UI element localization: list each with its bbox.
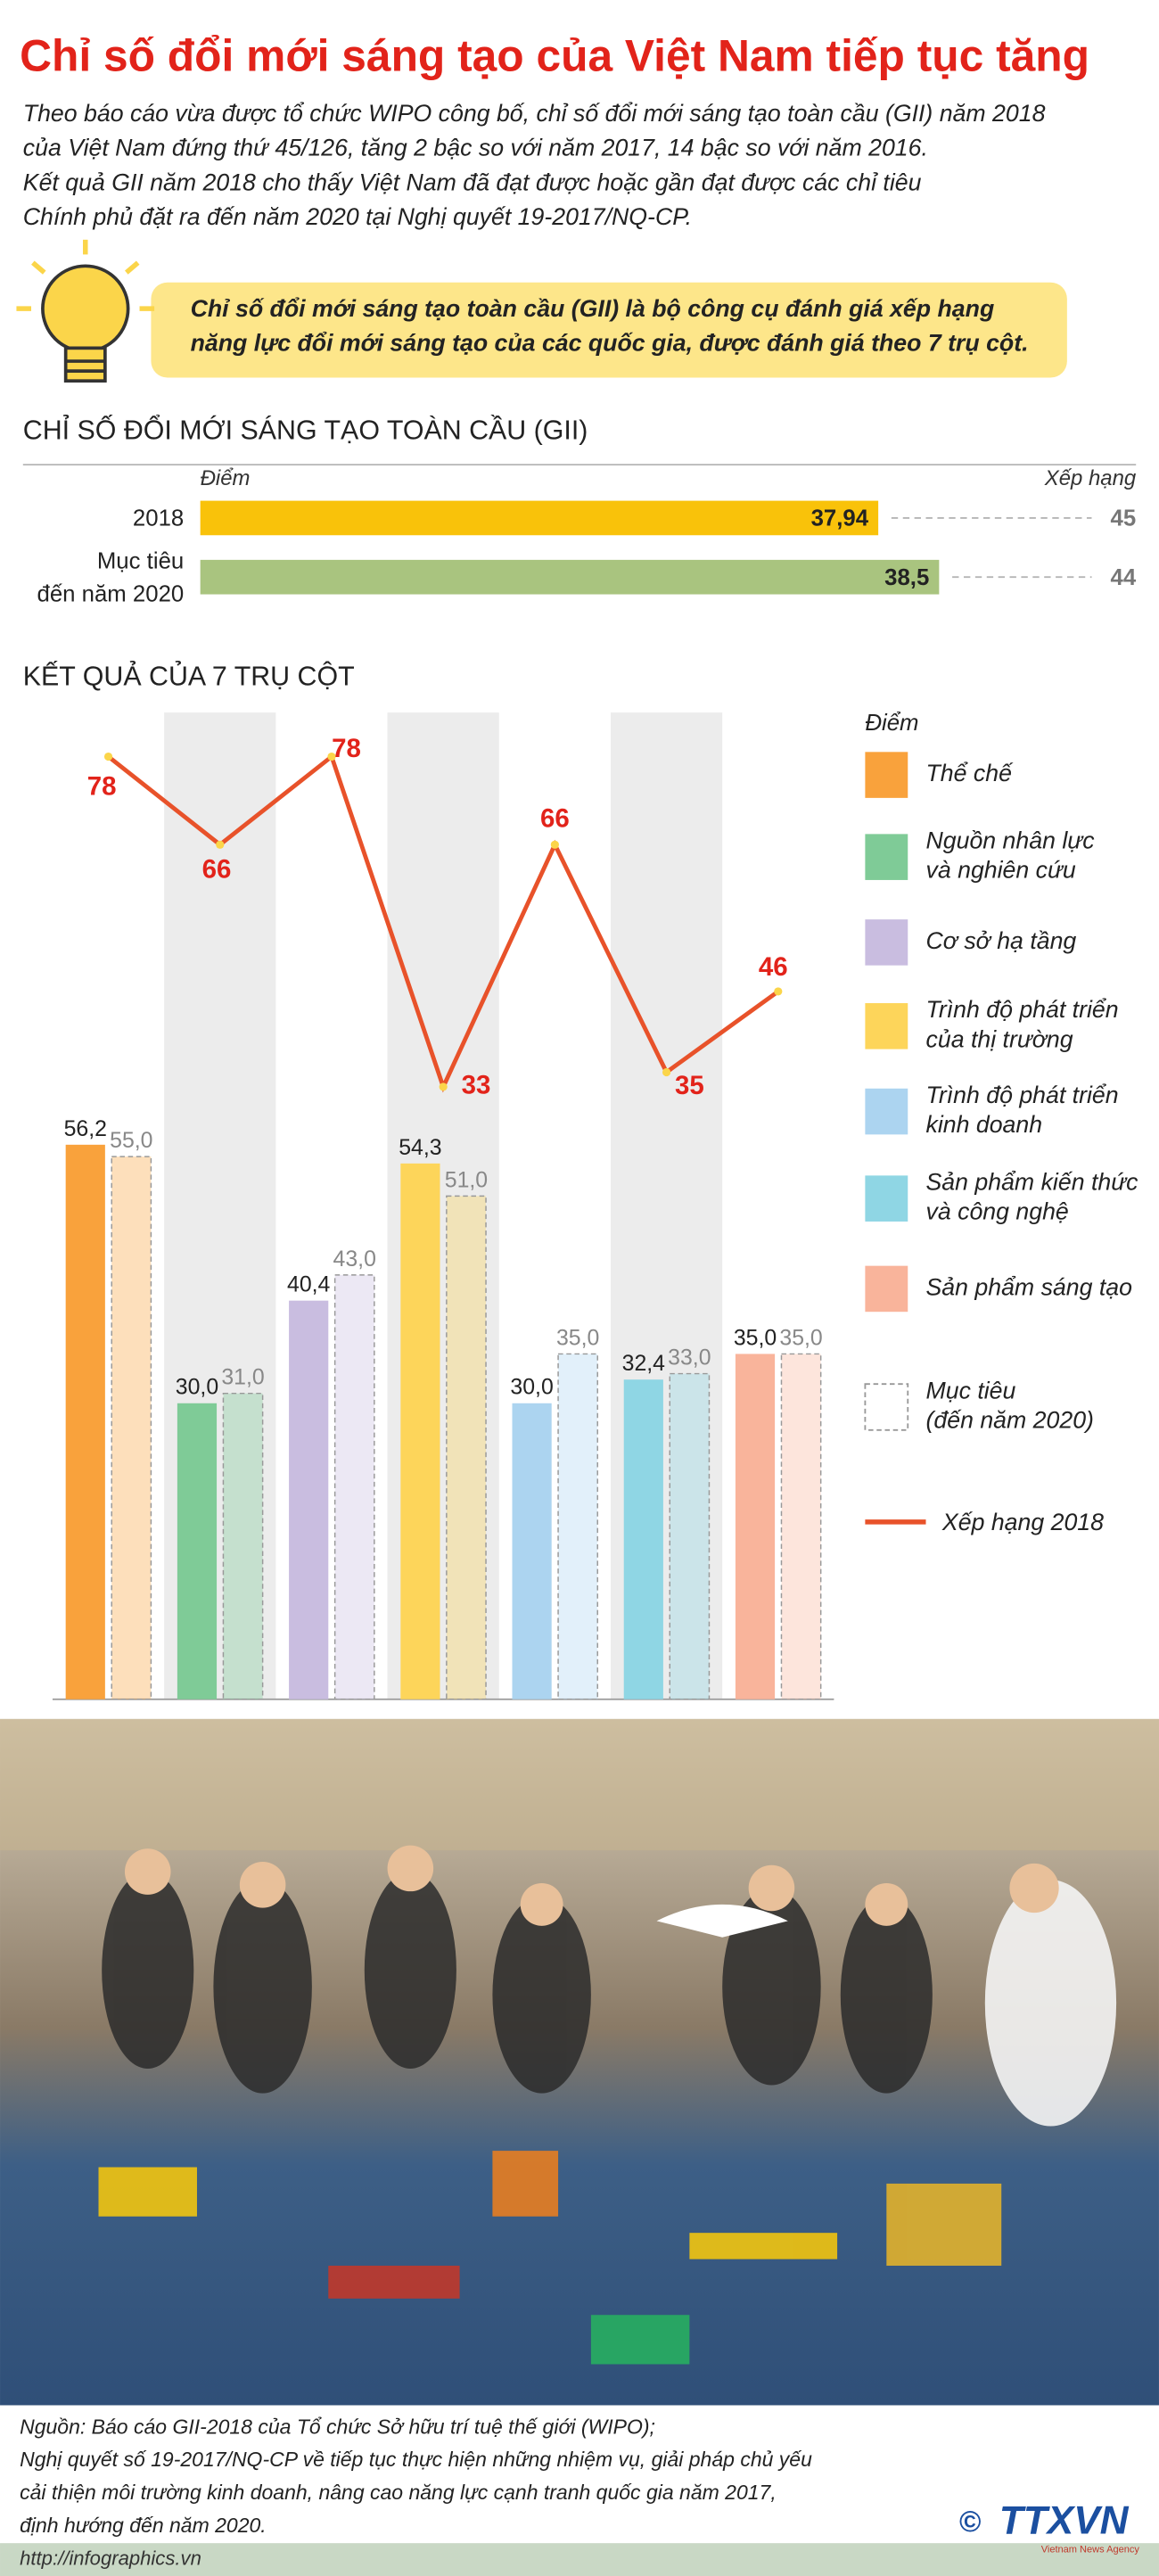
- footer-url: http://infographics.vn: [20, 2547, 201, 2569]
- intro-line: Theo báo cáo vừa được tổ chức WIPO công …: [23, 100, 1046, 127]
- value-label: 40,4: [287, 1273, 331, 1297]
- target-value-label: 35,0: [556, 1326, 599, 1350]
- legend-label: Trình độ phát triển của thị trường: [926, 996, 1119, 1052]
- target-value-label: 31,0: [221, 1366, 264, 1390]
- legend-swatch: [865, 1265, 908, 1313]
- bar: [735, 1354, 776, 1700]
- callout-line: năng lực đổi mới sáng tạo của các quốc g…: [191, 330, 1029, 357]
- intro-line: Kết quả GII năm 2018 cho thấy Việt Nam đ…: [23, 169, 922, 195]
- legend-label: Sản phẩm kiến thức và công nghệ: [926, 1169, 1139, 1225]
- target-value-label: 51,0: [445, 1168, 488, 1192]
- target-value-label: 33,0: [668, 1346, 711, 1370]
- rank-point: [103, 752, 113, 761]
- value-label: 35,0: [734, 1326, 777, 1350]
- rank-value: 44: [1111, 565, 1137, 590]
- rank-label: 46: [759, 952, 788, 982]
- legend-label: Thể chế: [926, 760, 1015, 786]
- gray-stripes: [164, 712, 723, 1700]
- legend-swatch: [865, 919, 908, 966]
- rank-label: 33: [462, 1071, 491, 1100]
- bar: [200, 500, 879, 536]
- target-value-label: 35,0: [779, 1326, 822, 1350]
- target-bar: [222, 1392, 264, 1700]
- value-label: 37,94: [811, 506, 869, 531]
- chart-title: KẾT QUẢ CỦA 7 TRỤ CỘT: [23, 661, 355, 691]
- rank-point: [327, 752, 336, 761]
- bar: [200, 559, 940, 595]
- legend-swatch: [865, 1003, 908, 1049]
- bar: [512, 1403, 552, 1700]
- category-label: 2018: [133, 506, 184, 531]
- lightbulb-icon: [16, 239, 1067, 383]
- legend-swatch: [865, 834, 908, 880]
- target-value-label: 43,0: [333, 1247, 376, 1272]
- rank-label: 35: [675, 1071, 704, 1100]
- target-bar: [446, 1195, 487, 1700]
- legend-title: Điểm: [865, 711, 918, 736]
- source-line: Nghị quyết số 19-2017/NQ-CP về tiếp tục …: [20, 2448, 812, 2471]
- value-label: 56,2: [64, 1117, 107, 1141]
- photo: [0, 1718, 1159, 2406]
- target-bar: [557, 1353, 598, 1700]
- target-bar: [669, 1372, 711, 1700]
- value-label: 30,0: [510, 1376, 553, 1400]
- value-label: 38,5: [884, 565, 929, 590]
- agency: Vietnam News Agency: [1041, 2544, 1140, 2555]
- legend-label: Cơ sở hạ tầng: [926, 927, 1077, 954]
- rank-label: 66: [202, 855, 232, 885]
- legend-label: Sản phẩm sáng tạo: [926, 1273, 1132, 1300]
- legend-label: Nguồn nhân lực và nghiên cứu: [926, 827, 1096, 884]
- category-label: Mục tiêu đến năm 2020: [37, 548, 184, 606]
- callout-box: [151, 282, 1067, 378]
- rank-point: [550, 840, 559, 849]
- footer-band: [0, 2543, 1159, 2576]
- target-bar: [780, 1353, 822, 1700]
- value-label: 30,0: [176, 1376, 218, 1400]
- legend-swatch: [865, 1088, 908, 1135]
- legend-label: Xếp hạng 2018: [941, 1509, 1104, 1535]
- legend-label: Trình độ phát triển kinh doanh: [926, 1082, 1119, 1138]
- value-label: 54,3: [399, 1136, 441, 1160]
- callout-line: Chỉ số đổi mới sáng tạo toàn cầu (GII) l…: [191, 295, 995, 322]
- title: Chỉ số đổi mới sáng tạo của Việt Nam tiế…: [20, 30, 1089, 80]
- intro-line: Chính phủ đặt ra đến năm 2020 tại Nghị q…: [23, 203, 692, 230]
- bar: [177, 1403, 218, 1700]
- rank-label: 78: [332, 734, 361, 763]
- legend-swatch: [865, 1175, 908, 1222]
- target-bar: [333, 1274, 375, 1700]
- bar: [65, 1144, 105, 1700]
- legend-swatch: [865, 752, 908, 798]
- rank-label: 66: [540, 803, 570, 833]
- axis-label: Điểm: [201, 466, 251, 490]
- intro-line: của Việt Nam đứng thứ 45/126, tăng 2 bậc…: [23, 135, 928, 161]
- rank-point: [662, 1067, 671, 1077]
- rank-point: [439, 1082, 448, 1091]
- source-line: cải thiện môi trường kinh doanh, nâng ca…: [20, 2481, 777, 2504]
- bar: [623, 1379, 663, 1700]
- chart-title: CHỈ SỐ ĐỔI MỚI SÁNG TẠO TOÀN CẦU (GII): [23, 415, 588, 445]
- source-line: Nguồn: Báo cáo GII-2018 của Tổ chức Sở h…: [20, 2415, 655, 2438]
- rank-point: [774, 987, 783, 996]
- bar: [289, 1300, 329, 1700]
- logo: TTXVN: [999, 2499, 1130, 2543]
- rank-value: 45: [1111, 506, 1137, 531]
- value-label: 32,4: [622, 1352, 666, 1376]
- rank-label: Xếp hạng: [1044, 466, 1137, 490]
- target-value-label: 55,0: [110, 1129, 152, 1153]
- target-bar: [111, 1156, 152, 1700]
- legend-swatch: [864, 1383, 909, 1431]
- legend-label: Mục tiêu (đến năm 2020): [926, 1377, 1094, 1433]
- rank-label: 78: [87, 771, 117, 801]
- rank-point: [216, 840, 225, 849]
- copyright: ©: [959, 2506, 981, 2539]
- source-line: định hướng đến năm 2020.: [20, 2514, 267, 2537]
- bar: [400, 1163, 440, 1700]
